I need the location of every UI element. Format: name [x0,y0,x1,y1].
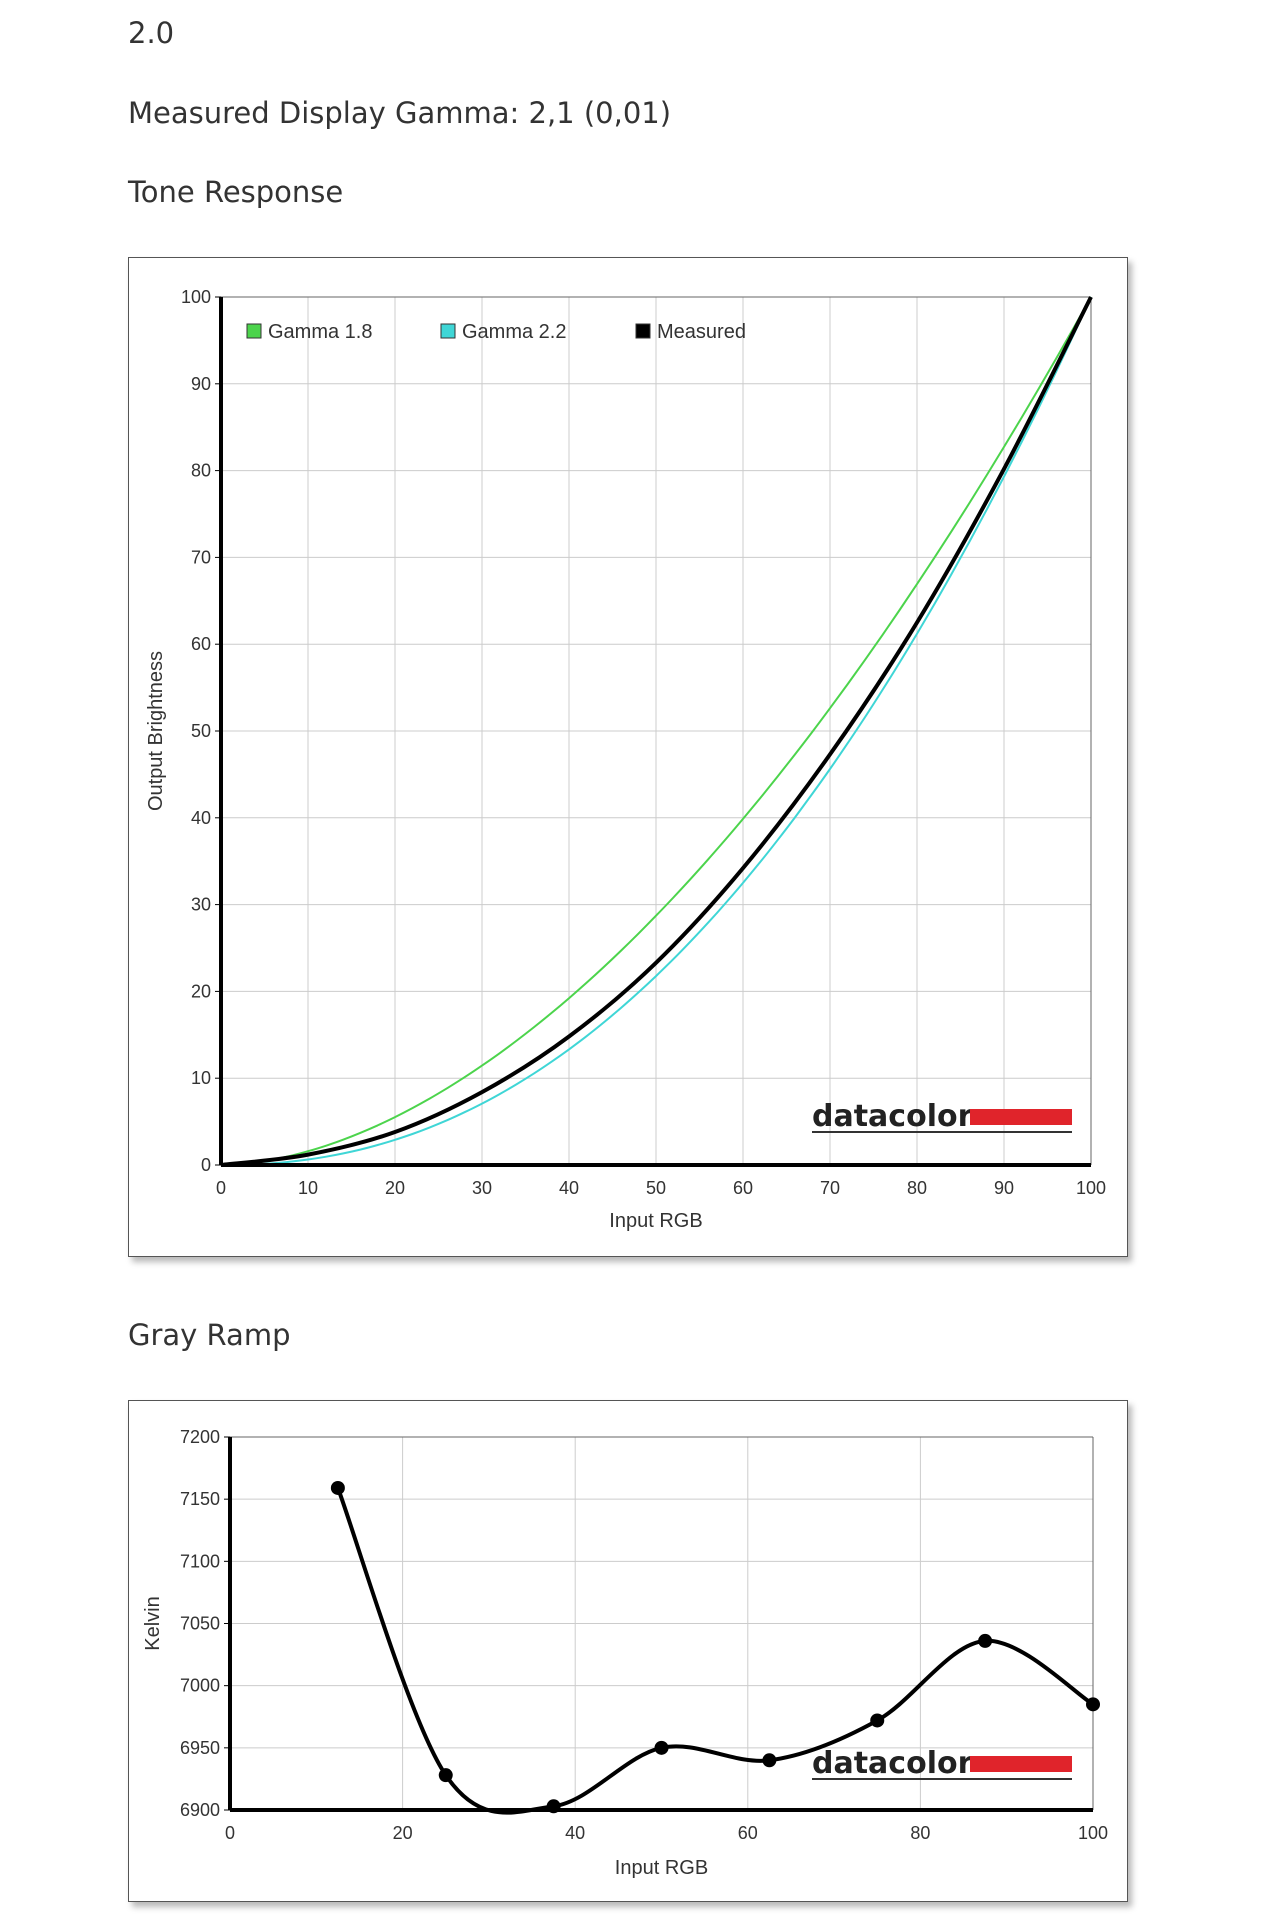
tone-y-tick-label: 100 [181,287,211,307]
gray-data-point [978,1633,993,1648]
tone-y-tick-label: 50 [191,721,211,741]
gray-x-tick-label: 20 [393,1823,413,1843]
tone-x-axis-label: Input RGB [609,1210,702,1232]
gray-y-tick-label: 7100 [180,1551,220,1571]
gray-data-point [1086,1697,1100,1712]
legend-label-measured: Measured [657,321,746,343]
datacolor-logo-bar [970,1109,1072,1125]
legend-swatch-gamma-1-8 [246,323,262,339]
gray-y-tick-label: 7050 [180,1614,220,1634]
gray-y-tick-label: 7150 [180,1489,220,1509]
legend-swatch-gamma-2-2 [440,323,456,339]
gray-x-axis-label: Input RGB [615,1857,708,1879]
gray-y-tick-label: 7200 [180,1427,220,1447]
tone-y-tick-label: 10 [191,1068,211,1088]
gray-ramp-svg: 0 20 40 60 80 100 6900 6950 7000 7050 7100 7150 7200… [142,1427,1108,1879]
gray-data-point [330,1480,345,1495]
tone-x-tick-label: 70 [820,1178,840,1198]
tone-y-tick-label: 30 [191,895,211,915]
gray-y-tick-label: 6900 [180,1800,220,1820]
tone-x-tick-label: 90 [994,1178,1014,1198]
tone-y-tick-label: 60 [191,634,211,654]
tone-x-tick-label: 60 [733,1178,753,1198]
tone-y-tick-label: 70 [191,547,211,567]
tone-x-tick-label: 50 [646,1178,666,1198]
gray-x-tick-label: 80 [910,1823,930,1843]
tone-y-axis-label: Output Brightness [145,651,167,811]
gray-ramp-chart: 0 20 40 60 80 100 6900 6950 7000 7050 7100 7150 7200… [128,1400,1128,1902]
tone-x-tick-label: 10 [298,1178,318,1198]
tone-x-tick-label: 20 [385,1178,405,1198]
tone-x-tick-label: 100 [1076,1178,1106,1198]
tone-series-line-measured [220,296,1093,1167]
legend-label-gamma-1-8: Gamma 1.8 [268,321,372,343]
tone-y-tick-label: 40 [191,808,211,828]
gray-x-tick-label: 100 [1078,1823,1108,1843]
gray-y-tick-label: 6950 [180,1738,220,1758]
tone-series-line-gamma-1-8 [220,296,1092,1166]
gray-x-tick-label: 0 [225,1823,235,1843]
tone-series-line-gamma-2-2 [220,296,1092,1166]
gray-ramp-heading: Gray Ramp [128,1318,291,1352]
tone-y-tick-label: 80 [191,461,211,481]
gray-data-point [762,1753,777,1768]
tone-y-tick-label: 90 [191,374,211,394]
legend-label-gamma-2-2: Gamma 2.2 [462,321,566,343]
version-label: 2.0 [128,16,175,50]
tone-x-tick-label: 0 [216,1178,226,1198]
measured-gamma-label: Measured Display Gamma: 2,1 (0,01) [128,96,672,130]
gray-data-point [654,1740,669,1755]
tone-response-heading: Tone Response [128,175,344,209]
gray-x-tick-label: 40 [565,1823,585,1843]
tone-x-tick-label: 40 [559,1178,579,1198]
gray-y-tick-label: 7000 [180,1676,220,1696]
tone-x-tick-label: 30 [472,1178,492,1198]
gray-x-tick-label: 60 [738,1823,758,1843]
tone-response-chart: 0 10 20 30 40 50 60 70 80 90 100 0 10 20 30 40 50 60 70 80 9… [128,257,1128,1257]
datacolor-logo-text: datacolor [812,1746,973,1781]
tone-x-tick-label: 80 [907,1178,927,1198]
gray-y-axis-label: Kelvin [142,1596,164,1650]
tone-response-svg: 0 10 20 30 40 50 60 70 80 90 100 0 10 20 30 40 50 60 70 80 9… [145,287,1106,1232]
gray-data-point [438,1768,453,1783]
tone-y-tick-label: 0 [201,1155,211,1175]
datacolor-logo-text: datacolor [812,1099,973,1134]
datacolor-logo-bar [970,1756,1072,1772]
tone-y-tick-label: 20 [191,981,211,1001]
legend-swatch-measured [635,323,651,339]
gray-data-point [870,1713,885,1728]
gray-series-line [336,1487,1095,1815]
